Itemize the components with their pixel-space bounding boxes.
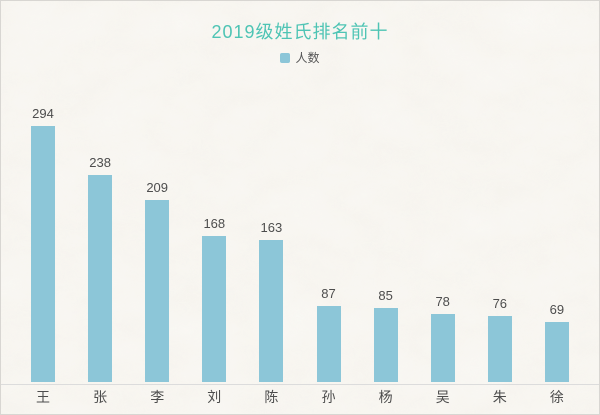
legend-swatch — [280, 52, 291, 63]
x-axis-label: 王 — [36, 389, 50, 405]
bar-group: 69 徐 — [544, 302, 569, 404]
bar — [202, 236, 227, 382]
bar — [373, 308, 398, 382]
x-axis-label: 陈 — [264, 389, 279, 405]
x-axis-label: 李 — [150, 389, 165, 405]
bar-group: 76 朱 — [487, 296, 512, 404]
bar-value-label: 238 — [89, 155, 111, 170]
bar — [145, 200, 170, 382]
legend-label: 人数 — [295, 51, 320, 65]
chart-title: 2019级姓氏排名前十 — [211, 22, 389, 42]
x-axis-label: 徐 — [549, 389, 564, 405]
x-axis-label: 张 — [93, 389, 108, 405]
x-axis-label: 吴 — [435, 389, 450, 405]
bar-value-label: 209 — [146, 180, 169, 195]
bar-group: 163 陈 — [259, 220, 284, 404]
bar — [259, 240, 284, 382]
x-axis-label: 朱 — [492, 389, 507, 405]
x-axis-line — [1, 384, 599, 385]
bar-value-label: 78 — [435, 294, 450, 309]
bar-group: 294 王 — [31, 106, 55, 404]
bar-value-label: 87 — [321, 286, 336, 301]
bar-value-label: 76 — [492, 296, 508, 311]
bar — [487, 316, 512, 382]
x-axis-label: 杨 — [378, 389, 393, 405]
bar-group: 78 吴 — [430, 294, 455, 404]
x-axis-label: 刘 — [207, 389, 222, 405]
bar-group: 85 杨 — [373, 288, 398, 404]
bar — [316, 306, 341, 382]
bar — [430, 314, 455, 382]
legend: 人数 — [1, 49, 599, 66]
bar-group: 168 刘 — [202, 216, 227, 404]
bar-value-label: 294 — [32, 106, 54, 121]
bar-group: 238 张 — [88, 155, 113, 404]
bar-group: 209 李 — [145, 180, 170, 404]
bar-value-label: 168 — [203, 216, 226, 231]
x-axis-label: 孙 — [321, 389, 336, 405]
bar — [88, 175, 113, 382]
bar-value-label: 163 — [260, 220, 283, 235]
bar — [544, 322, 569, 382]
bar-group: 87 孙 — [316, 286, 341, 404]
bar — [31, 126, 55, 382]
bar-value-label: 69 — [549, 302, 565, 317]
bar-value-label: 85 — [378, 288, 393, 303]
